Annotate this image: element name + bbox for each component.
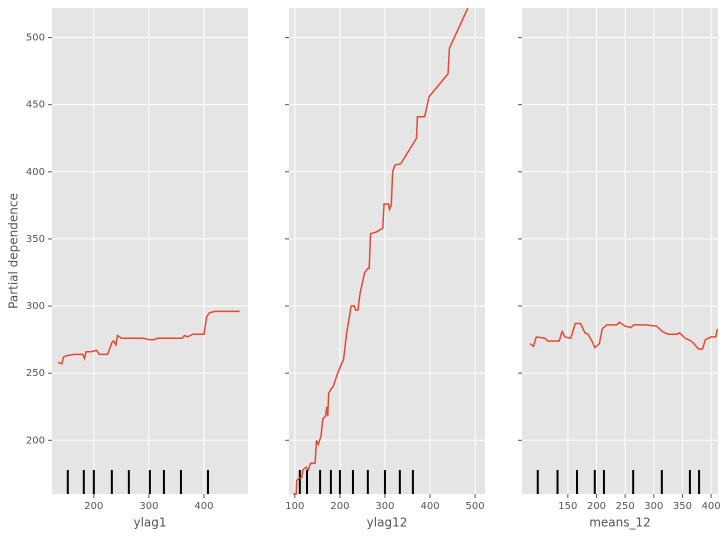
x-axis-label: ylag1 — [133, 516, 166, 530]
plot-area — [289, 8, 485, 494]
y-axis-label: Partial dependence — [7, 193, 21, 309]
y-tick-label: 350 — [26, 234, 45, 245]
pd-line — [57, 310, 240, 365]
x-tick-label: 200 — [84, 501, 103, 512]
y-tick-label: 300 — [26, 301, 45, 312]
x-tick-label: 400 — [194, 501, 213, 512]
x-tick-label: 300 — [139, 501, 158, 512]
x-tick-label: 300 — [644, 501, 663, 512]
x-tick-label: 250 — [616, 501, 635, 512]
x-tick-label: 400 — [420, 501, 439, 512]
y-tick-label: 250 — [26, 368, 45, 379]
x-tick-label: 350 — [673, 501, 692, 512]
y-tick-label: 400 — [26, 167, 45, 178]
plot-area — [522, 8, 718, 494]
pd-line — [529, 321, 719, 350]
x-axis-label: means_12 — [589, 516, 651, 530]
x-tick-label: 400 — [702, 501, 721, 512]
x-tick-label: 200 — [587, 501, 606, 512]
x-tick-label: 100 — [285, 501, 304, 512]
y-tick-label: 200 — [26, 435, 45, 446]
y-tick-label: 450 — [26, 100, 45, 111]
plot-area — [52, 8, 248, 494]
x-tick-label: 500 — [466, 501, 485, 512]
x-tick-label: 150 — [558, 501, 577, 512]
x-axis-label: ylag12 — [367, 516, 408, 530]
x-tick-label: 300 — [375, 501, 394, 512]
x-tick-label: 200 — [330, 501, 349, 512]
pd-line — [293, 7, 469, 495]
y-tick-label: 500 — [26, 33, 45, 44]
